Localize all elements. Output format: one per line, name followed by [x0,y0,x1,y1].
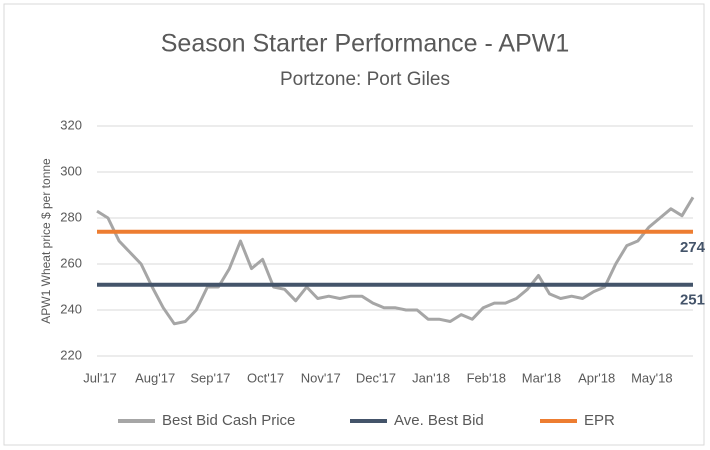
x-tick-label: Jul'17 [83,370,117,385]
reference-label: 274 [680,239,706,256]
x-tick-label: Apr'18 [578,370,615,385]
y-tick-label: 300 [60,163,82,178]
x-tick-label: May'18 [631,370,673,385]
y-tick-label: 280 [60,209,82,224]
y-tick-label: 320 [60,117,82,132]
x-tick-label: Oct'17 [247,370,284,385]
x-tick-label: Dec'17 [356,370,396,385]
chart-frame [3,3,705,446]
x-tick-label: Jan'18 [412,370,450,385]
x-tick-label: Feb'18 [467,370,506,385]
x-tick-label: Aug'17 [135,370,175,385]
x-tick-label: Sep'17 [190,370,230,385]
y-axis-label: APW1 Wheat price $ per tonne [39,158,53,324]
y-tick-label: 220 [60,347,82,362]
reference-label: 251 [680,292,705,309]
legend-label: Best Bid Cash Price [162,412,295,429]
legend-label: Ave. Best Bid [394,412,484,429]
chart-title: Season Starter Performance - APW1 [161,30,570,58]
y-tick-label: 240 [60,301,82,316]
x-tick-label: Nov'17 [301,370,341,385]
legend-label: EPR [584,412,615,429]
x-tick-label: Mar'18 [522,370,561,385]
chart-subtitle: Portzone: Port Giles [280,69,450,90]
y-tick-label: 260 [60,255,82,270]
price-line [96,196,695,326]
